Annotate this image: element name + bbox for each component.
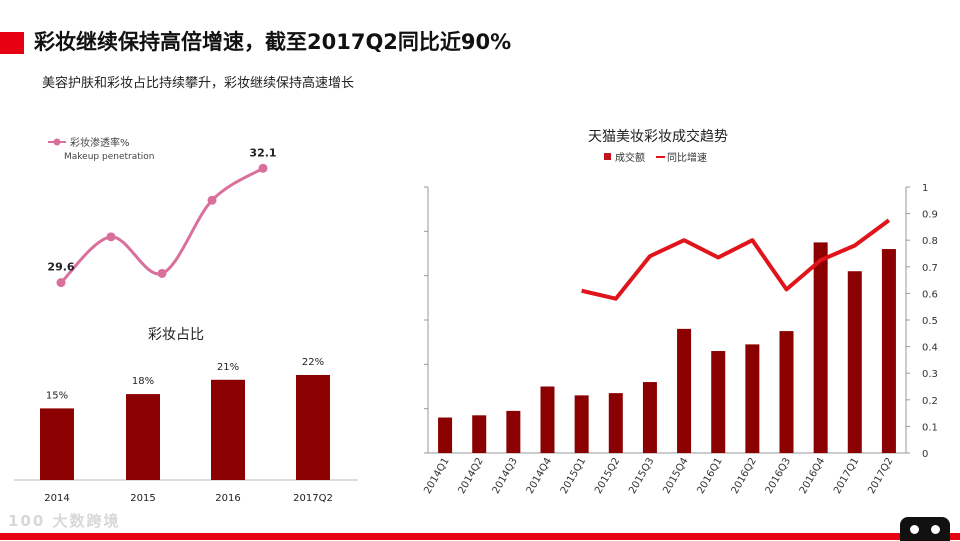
trend-right-tick-label: 0 bbox=[922, 449, 928, 460]
cat-right-eye-icon bbox=[931, 525, 940, 534]
watermark-logo: 100 大数跨境 bbox=[8, 512, 121, 530]
trend-legend: 成交额 同比增速 bbox=[604, 151, 707, 164]
trend-right-tick-label: 0.3 bbox=[922, 369, 938, 380]
trend-bar bbox=[881, 249, 896, 453]
share-x-tick-label: 2015 bbox=[130, 493, 155, 504]
page-title: 彩妆继续保持高倍增速，截至2017Q2同比近90% bbox=[34, 30, 512, 54]
trend-x-tick-label: 2015Q1 bbox=[559, 456, 588, 496]
trend-bar bbox=[642, 382, 657, 453]
share-chart-title: 彩妆占比 bbox=[148, 327, 204, 343]
trend-right-tick-label: 0.9 bbox=[922, 210, 938, 221]
legend-cn-label: 彩妆渗透率% bbox=[70, 136, 130, 149]
penetration-point bbox=[157, 268, 167, 278]
penetration-point bbox=[56, 278, 66, 288]
trend-bar bbox=[608, 393, 623, 453]
share-x-tick-label: 2014 bbox=[44, 493, 69, 504]
penetration-legend: 彩妆渗透率% Makeup penetration bbox=[48, 136, 154, 162]
share-x-tick-label: 2016 bbox=[215, 493, 240, 504]
bottom-accent-bar bbox=[0, 533, 960, 540]
trend-bar bbox=[506, 410, 521, 453]
trend-right-tick-label: 0.1 bbox=[922, 422, 938, 433]
trend-x-tick-label: 2017Q1 bbox=[832, 456, 861, 496]
legend-bar-swatch bbox=[604, 153, 611, 160]
trend-x-tick-label: 2016Q2 bbox=[730, 456, 759, 496]
share-x-tick-label: 2017Q2 bbox=[293, 493, 333, 504]
share-bar bbox=[296, 375, 330, 480]
share-data-label: 21% bbox=[217, 362, 239, 373]
trend-x-tick-label: 2014Q2 bbox=[456, 456, 485, 496]
share-bar bbox=[126, 394, 160, 480]
trend-bar bbox=[540, 386, 555, 453]
trend-right-tick-label: 0.4 bbox=[922, 343, 938, 354]
share-bar bbox=[40, 408, 74, 480]
trend-x-tick-label: 2015Q4 bbox=[661, 456, 690, 496]
cat-left-eye-icon bbox=[910, 525, 919, 534]
trend-bar bbox=[847, 271, 862, 453]
trend-x-tick-label: 2014Q3 bbox=[491, 456, 520, 496]
legend-bar-label: 成交额 bbox=[615, 151, 645, 164]
trend-bar bbox=[677, 328, 692, 453]
penetration-data-label: 32.1 bbox=[249, 146, 276, 159]
legend-line-label: 同比增速 bbox=[667, 151, 707, 164]
trend-growth-line bbox=[581, 218, 891, 301]
legend-point-marker bbox=[53, 138, 61, 146]
trend-x-tick-label: 2014Q1 bbox=[422, 456, 451, 496]
trend-bar bbox=[574, 395, 589, 453]
trend-right-tick-label: 0.7 bbox=[922, 263, 938, 274]
trend-chart-title: 天猫美妆彩妆成交趋势 bbox=[588, 128, 728, 145]
trend-right-tick-label: 0.2 bbox=[922, 396, 938, 407]
trend-x-tick-label: 2016Q1 bbox=[695, 456, 724, 496]
trend-right-tick-label: 0.8 bbox=[922, 236, 938, 247]
trend-bar bbox=[813, 242, 828, 453]
trend-right-tick-label: 0.5 bbox=[922, 316, 938, 327]
trend-bar bbox=[472, 415, 487, 453]
trend-x-tick-label: 2016Q4 bbox=[798, 456, 827, 496]
title-accent-bar bbox=[0, 32, 24, 54]
trend-bar bbox=[711, 351, 726, 453]
share-bar bbox=[211, 379, 245, 480]
share-data-label: 18% bbox=[132, 376, 154, 387]
trend-x-tick-label: 2016Q3 bbox=[764, 456, 793, 496]
trend-bar bbox=[779, 331, 794, 453]
trend-right-tick-label: 1 bbox=[922, 183, 928, 194]
trend-bar bbox=[438, 417, 453, 453]
trend-x-tick-label: 2017Q2 bbox=[866, 456, 895, 496]
penetration-data-label: 29.6 bbox=[47, 261, 74, 274]
share-data-label: 22% bbox=[302, 357, 324, 368]
tmall-cat-logo bbox=[900, 517, 950, 541]
page-subtitle: 美容护肤和彩妆占比持续攀升，彩妆继续保持高速增长 bbox=[42, 76, 355, 91]
penetration-point bbox=[207, 195, 217, 205]
share-data-label: 15% bbox=[46, 390, 68, 401]
trend-x-tick-label: 2014Q4 bbox=[525, 456, 554, 496]
legend-en-label: Makeup penetration bbox=[64, 152, 154, 162]
trend-right-tick-label: 0.6 bbox=[922, 289, 938, 300]
penetration-point bbox=[106, 232, 116, 242]
trend-bar bbox=[745, 344, 760, 453]
trend-x-tick-label: 2015Q3 bbox=[627, 456, 656, 496]
trend-x-tick-label: 2015Q2 bbox=[593, 456, 622, 496]
penetration-point bbox=[258, 163, 268, 173]
